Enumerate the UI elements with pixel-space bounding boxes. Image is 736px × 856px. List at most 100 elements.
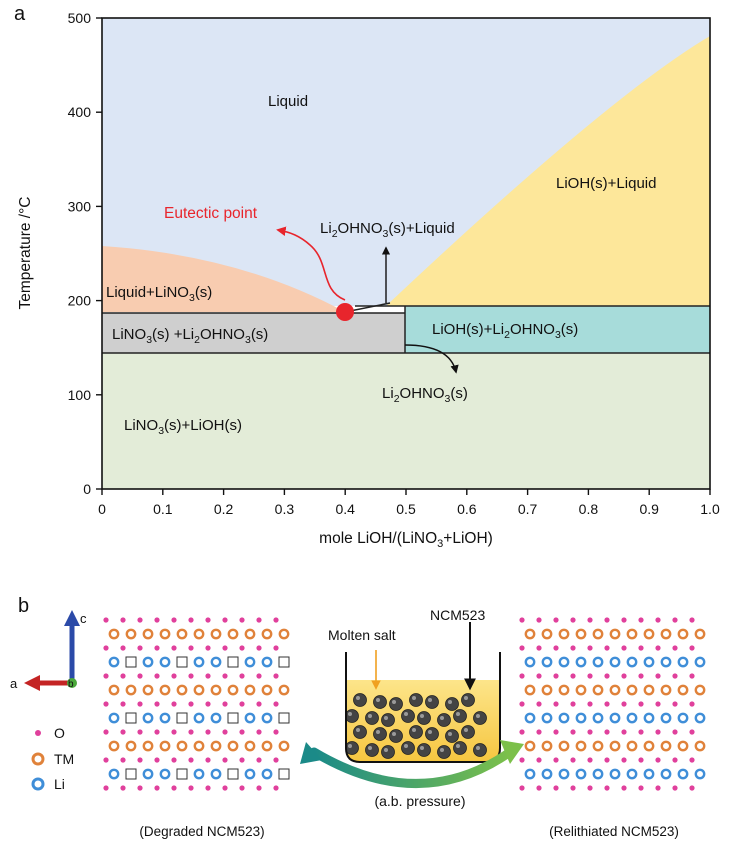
oxygen-atom [188,785,194,791]
li-vacancy [278,712,290,724]
oxygen-atom [570,757,576,763]
tm-atom [524,684,536,696]
process-curve [309,747,515,788]
ncm523-particle-highlight [476,714,480,718]
oxygen-atom [103,617,109,623]
oxygen-atom [239,645,245,651]
li-atom [108,656,120,668]
tm-atom [176,740,188,752]
tm-atom [677,684,689,696]
li-atom [159,768,171,780]
oxygen-atom [519,757,525,763]
c-axis-label: c [80,611,87,626]
oxygen-atom [570,701,576,707]
ncm523-particle-highlight [412,696,416,700]
oxygen-atom [621,757,627,763]
li-atom [541,768,553,780]
li-atom [643,712,655,724]
li-vacancy [227,712,239,724]
tm-atom [541,628,553,640]
oxygen-atom [120,645,126,651]
li-atom [524,768,536,780]
a-axis-label: a [10,676,18,691]
y-axis-title: Temperature /°C [17,196,34,309]
li-atom [694,712,706,724]
x-tick-label: 0.6 [457,501,477,517]
oxygen-atom [672,645,678,651]
oxygen-atom [553,701,559,707]
oxygen-atom [587,785,593,791]
oxygen-atom [273,701,279,707]
tm-atom [142,740,154,752]
oxygen-atom [154,785,160,791]
li-atom [108,768,120,780]
beaker-outline [345,652,501,763]
tm-atom [108,628,120,640]
oxygen-atom [638,785,644,791]
tm-atom [643,684,655,696]
li-atom [193,656,205,668]
oxygen-atom [604,785,610,791]
arrow-to-li2ohno3 [404,344,459,374]
ncm523-particle-highlight [420,714,424,718]
li-atom [626,656,638,668]
oxygen-atom [587,701,593,707]
oxygen-atom [638,673,644,679]
x-tick-label: 0 [98,501,106,517]
oxygen-atom [256,617,262,623]
tm-atom [660,628,672,640]
oxygen-atom [536,645,542,651]
tm-atom [159,628,171,640]
li-vacancy [278,656,290,668]
x-tick-label: 0.3 [275,501,295,517]
li-atom [643,656,655,668]
ncm523-particle [365,743,379,757]
oxygen-atom [188,729,194,735]
tm-atom [227,628,239,640]
ncm523-particle-highlight [368,746,372,750]
oxygen-atom [519,617,525,623]
tm-atom [125,740,137,752]
li-atom [524,712,536,724]
li-atom [575,656,587,668]
oxygen-atom [171,729,177,735]
oxygen-atom [222,645,228,651]
oxygen-atom [519,701,525,707]
tm-atom [524,740,536,752]
oxygen-atom [655,673,661,679]
oxygen-atom [536,785,542,791]
tm-atom [575,684,587,696]
oxygen-atom [137,729,143,735]
ncm523-particles [345,693,487,759]
oxygen-atom [655,701,661,707]
tm-atom [626,740,638,752]
oxygen-atom [154,617,160,623]
oxygen-atom [171,785,177,791]
oxygen-atom [689,645,695,651]
tm-atom [261,740,273,752]
ncm523-particle [389,729,403,743]
li-atom [541,712,553,724]
oxygen-atom [120,673,126,679]
li-atom [643,768,655,780]
li-atom [210,712,222,724]
molten-salt-label: Molten salt [328,627,396,643]
oxygen-atom [256,785,262,791]
oxygen-atom [536,617,542,623]
ncm523-particle [365,711,379,725]
tm-atom [227,684,239,696]
ncm523-particle-highlight [348,712,352,716]
y-tick-label: 100 [68,387,92,403]
oxygen-atom [103,729,109,735]
oxygen-atom [120,701,126,707]
oxygen-atom [239,729,245,735]
label-liquid: Liquid [268,93,308,110]
oxygen-atom [655,645,661,651]
oxygen-atom [239,701,245,707]
a-axis-arrowhead [24,675,40,691]
oxygen-atom [222,701,228,707]
ncm523-particle-highlight [440,748,444,752]
oxygen-atom [587,617,593,623]
tm-atom [660,740,672,752]
